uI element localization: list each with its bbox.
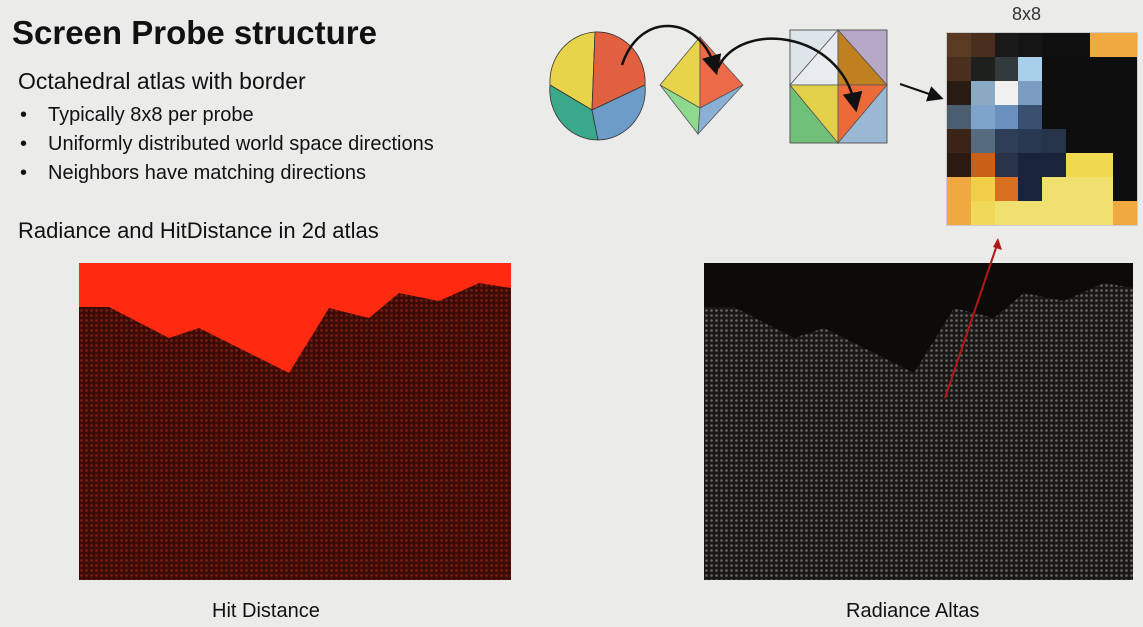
grid-cell xyxy=(1113,33,1137,57)
grid-cell xyxy=(1018,153,1042,177)
grid-cell xyxy=(1089,177,1114,201)
grid-cell xyxy=(970,177,995,201)
grid-cell xyxy=(1089,201,1114,225)
grid-cell xyxy=(1113,201,1137,225)
grid-cell xyxy=(994,201,1019,225)
hit-distance-image xyxy=(79,263,511,580)
grid-cell xyxy=(970,201,995,225)
grid-cell xyxy=(947,153,971,177)
grid-cell xyxy=(994,81,1019,105)
radiance-atlas-caption: Radiance Altas xyxy=(846,600,980,622)
arrow-sphere-to-octahedron xyxy=(620,24,722,76)
grid-cell xyxy=(1089,105,1114,129)
grid-cell xyxy=(994,105,1019,129)
grid-cell xyxy=(970,33,995,57)
grid-cell xyxy=(1065,153,1090,177)
grid-cell xyxy=(1113,177,1137,201)
grid-cell xyxy=(1042,129,1066,153)
grid-cell xyxy=(1113,57,1137,81)
grid-cell xyxy=(947,129,971,153)
grid-cell xyxy=(1042,57,1066,81)
grid-cell xyxy=(1113,129,1137,153)
grid-cell xyxy=(1018,57,1042,81)
sphere xyxy=(549,31,646,141)
pointer-arrow xyxy=(944,238,1002,399)
octahedral-mapping-diagram xyxy=(549,24,944,145)
grid-cell xyxy=(994,57,1019,81)
octahedron xyxy=(659,35,744,136)
grid-cell xyxy=(1042,153,1066,177)
grid-cell xyxy=(1042,81,1066,105)
grid-cell xyxy=(1089,129,1114,153)
grid-label: 8x8 xyxy=(1012,4,1042,24)
grid-cell xyxy=(1018,201,1042,225)
grid-cell xyxy=(994,177,1019,201)
grid-cell xyxy=(994,129,1019,153)
radiance-atlas-image xyxy=(704,263,1133,580)
grid-cell xyxy=(1113,81,1137,105)
grid-cell xyxy=(947,81,971,105)
section-heading: Radiance and HitDistance in 2d atlas xyxy=(18,218,379,243)
grid-cell xyxy=(1065,57,1090,81)
grid-cell xyxy=(1042,177,1066,201)
arrow-to-grid xyxy=(899,83,944,102)
grid-cell xyxy=(1113,153,1137,177)
grid-cell xyxy=(1018,177,1042,201)
hit-distance-caption: Hit Distance xyxy=(212,600,320,622)
grid-cell xyxy=(1065,129,1090,153)
subtitle: Octahedral atlas with border xyxy=(18,68,306,94)
grid-cell xyxy=(1065,81,1090,105)
bullet: Typically 8x8 per probe xyxy=(20,101,434,130)
grid-cell xyxy=(1042,201,1066,225)
grid-cell xyxy=(1018,33,1042,57)
probe-8x8-grid xyxy=(946,32,1138,226)
grid-cell xyxy=(947,105,971,129)
grid-cell xyxy=(1065,201,1090,225)
grid-cell xyxy=(970,105,995,129)
grid-cell xyxy=(970,153,995,177)
bullet: Neighbors have matching directions xyxy=(20,159,434,188)
grid-cell xyxy=(1089,57,1114,81)
arrow-octahedron-to-square xyxy=(716,37,863,113)
grid-cell xyxy=(947,177,971,201)
grid-cell xyxy=(970,129,995,153)
grid-cell xyxy=(1018,81,1042,105)
grid-cell xyxy=(947,33,971,57)
grid-cell xyxy=(994,153,1019,177)
bullet-list: Typically 8x8 per probe Uniformly distri… xyxy=(20,101,434,188)
grid-cell xyxy=(947,201,971,225)
bullet: Uniformly distributed world space direct… xyxy=(20,130,434,159)
grid-cell xyxy=(1042,33,1066,57)
grid-cell xyxy=(1113,105,1137,129)
grid-cell xyxy=(947,57,971,81)
grid-cell xyxy=(1065,33,1090,57)
grid-cell xyxy=(1089,81,1114,105)
grid-cell xyxy=(1089,153,1114,177)
slide-title: Screen Probe structure xyxy=(12,14,377,51)
grid-cell xyxy=(1065,105,1090,129)
grid-cell xyxy=(994,33,1019,57)
octahedral-square xyxy=(789,28,888,145)
grid-cell xyxy=(1089,33,1114,57)
grid-cell xyxy=(1018,105,1042,129)
grid-cell xyxy=(1018,129,1042,153)
grid-cell xyxy=(970,57,995,81)
grid-cell xyxy=(970,81,995,105)
grid-cell xyxy=(1042,105,1066,129)
grid-cell xyxy=(1065,177,1090,201)
